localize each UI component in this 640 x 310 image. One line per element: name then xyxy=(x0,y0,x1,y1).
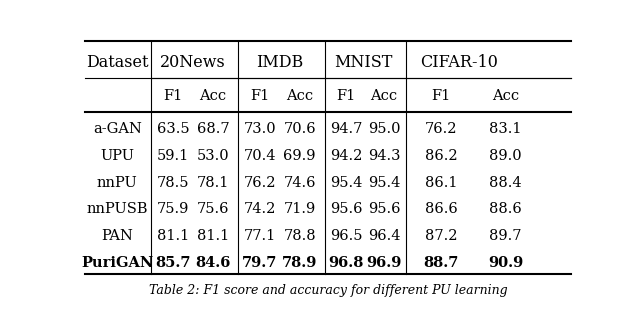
Text: 89.0: 89.0 xyxy=(489,149,522,163)
Text: 86.6: 86.6 xyxy=(425,202,458,216)
Text: 70.6: 70.6 xyxy=(284,122,316,136)
Text: 88.4: 88.4 xyxy=(489,175,522,190)
Text: Acc: Acc xyxy=(286,89,314,103)
Text: 74.6: 74.6 xyxy=(284,175,316,190)
Text: 53.0: 53.0 xyxy=(196,149,229,163)
Text: 76.2: 76.2 xyxy=(244,175,276,190)
Text: 96.4: 96.4 xyxy=(368,229,400,243)
Text: 85.7: 85.7 xyxy=(156,256,191,270)
Text: nnPU: nnPU xyxy=(97,175,138,190)
Text: 78.9: 78.9 xyxy=(282,256,317,270)
Text: 89.7: 89.7 xyxy=(490,229,522,243)
Text: Acc: Acc xyxy=(371,89,397,103)
Text: Acc: Acc xyxy=(492,89,519,103)
Text: 76.2: 76.2 xyxy=(425,122,458,136)
Text: 63.5: 63.5 xyxy=(157,122,189,136)
Text: 69.9: 69.9 xyxy=(284,149,316,163)
Text: F1: F1 xyxy=(250,89,269,103)
Text: 59.1: 59.1 xyxy=(157,149,189,163)
Text: 71.9: 71.9 xyxy=(284,202,316,216)
Text: 78.8: 78.8 xyxy=(284,229,316,243)
Text: 90.9: 90.9 xyxy=(488,256,523,270)
Text: nnPUSB: nnPUSB xyxy=(86,202,148,216)
Text: 95.6: 95.6 xyxy=(330,202,363,216)
Text: 78.5: 78.5 xyxy=(157,175,189,190)
Text: 87.2: 87.2 xyxy=(425,229,458,243)
Text: a-GAN: a-GAN xyxy=(93,122,141,136)
Text: 81.1: 81.1 xyxy=(157,229,189,243)
Text: PuriGAN: PuriGAN xyxy=(81,256,154,270)
Text: 95.6: 95.6 xyxy=(368,202,400,216)
Text: Acc: Acc xyxy=(200,89,227,103)
Text: 77.1: 77.1 xyxy=(244,229,276,243)
Text: 86.2: 86.2 xyxy=(425,149,458,163)
Text: 95.4: 95.4 xyxy=(330,175,362,190)
Text: 88.6: 88.6 xyxy=(489,202,522,216)
Text: 94.7: 94.7 xyxy=(330,122,362,136)
Text: Table 2: F1 score and accuracy for different PU learning: Table 2: F1 score and accuracy for diffe… xyxy=(148,284,508,297)
Text: 84.6: 84.6 xyxy=(195,256,230,270)
Text: 96.5: 96.5 xyxy=(330,229,363,243)
Text: MNIST: MNIST xyxy=(335,54,393,71)
Text: 96.9: 96.9 xyxy=(366,256,402,270)
Text: F1: F1 xyxy=(337,89,356,103)
Text: F1: F1 xyxy=(164,89,183,103)
Text: 68.7: 68.7 xyxy=(196,122,229,136)
Text: 73.0: 73.0 xyxy=(244,122,276,136)
Text: 74.2: 74.2 xyxy=(244,202,276,216)
Text: 95.4: 95.4 xyxy=(368,175,400,190)
Text: 86.1: 86.1 xyxy=(425,175,458,190)
Text: 95.0: 95.0 xyxy=(368,122,400,136)
Text: 70.4: 70.4 xyxy=(244,149,276,163)
Text: 81.1: 81.1 xyxy=(197,229,229,243)
Text: F1: F1 xyxy=(431,89,451,103)
Text: 20News: 20News xyxy=(160,54,226,71)
Text: CIFAR-10: CIFAR-10 xyxy=(420,54,499,71)
Text: 75.9: 75.9 xyxy=(157,202,189,216)
Text: 88.7: 88.7 xyxy=(424,256,459,270)
Text: 78.1: 78.1 xyxy=(196,175,229,190)
Text: 75.6: 75.6 xyxy=(196,202,229,216)
Text: IMDB: IMDB xyxy=(256,54,303,71)
Text: 79.7: 79.7 xyxy=(243,256,278,270)
Text: PAN: PAN xyxy=(101,229,133,243)
Text: Dataset: Dataset xyxy=(86,54,148,71)
Text: 94.3: 94.3 xyxy=(368,149,400,163)
Text: 94.2: 94.2 xyxy=(330,149,362,163)
Text: 83.1: 83.1 xyxy=(490,122,522,136)
Text: UPU: UPU xyxy=(100,149,134,163)
Text: 96.8: 96.8 xyxy=(329,256,364,270)
